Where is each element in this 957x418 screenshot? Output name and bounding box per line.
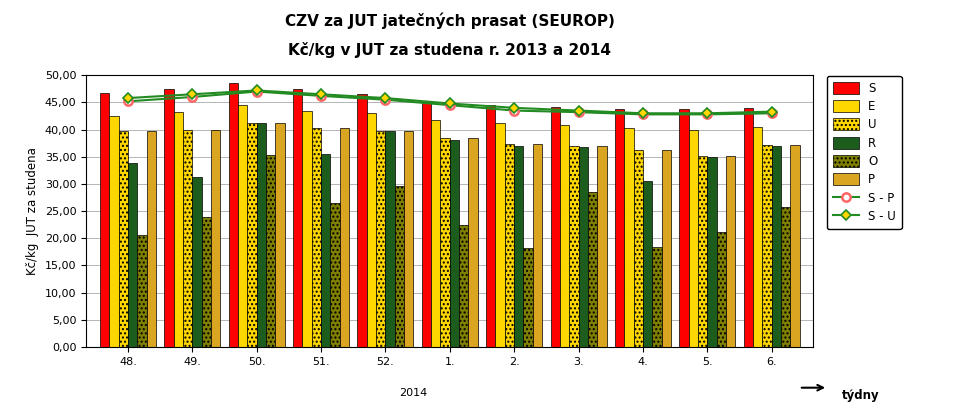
Line: S - U: S - U [124, 87, 775, 117]
Bar [394, 186, 404, 347]
Bar [119, 131, 128, 347]
Bar [386, 131, 394, 347]
Bar [726, 155, 735, 347]
Bar [771, 146, 781, 347]
Bar [404, 131, 413, 347]
Bar [431, 120, 440, 347]
Bar [165, 89, 173, 347]
Bar [192, 177, 202, 347]
Legend: S, E, U, R, O, P, S - P, S - U: S, E, U, R, O, P, S - P, S - U [827, 76, 901, 229]
Bar [505, 144, 514, 347]
S - P [315, 93, 326, 98]
Bar [293, 89, 302, 347]
Bar [634, 150, 643, 347]
Bar [560, 125, 569, 347]
Bar [514, 146, 523, 347]
Bar [173, 112, 183, 347]
Bar [533, 144, 543, 347]
Bar [588, 192, 597, 347]
Bar [661, 150, 671, 347]
Bar [330, 203, 340, 347]
Bar [707, 157, 717, 347]
S - U [508, 105, 520, 110]
S - U [251, 88, 262, 93]
Bar [579, 147, 588, 347]
Bar [238, 105, 247, 347]
S - P [637, 112, 649, 117]
Bar [763, 145, 771, 347]
S - P [701, 112, 713, 117]
S - P [444, 102, 456, 107]
Bar [597, 146, 607, 347]
Bar [229, 83, 238, 347]
Bar [459, 225, 469, 347]
Bar [357, 94, 367, 347]
S - U [122, 96, 134, 101]
Text: 2014: 2014 [399, 388, 428, 398]
Y-axis label: Kč/kg  JUT za studena: Kč/kg JUT za studena [26, 147, 39, 275]
Bar [496, 123, 505, 347]
Bar [202, 217, 211, 347]
Bar [643, 181, 653, 347]
Text: CZV za JUT jatečných prasat (SEUROP): CZV za JUT jatečných prasat (SEUROP) [285, 13, 614, 29]
Bar [266, 155, 276, 347]
Bar [440, 138, 450, 347]
Bar [790, 145, 800, 347]
Bar [247, 122, 256, 347]
Bar [276, 122, 284, 347]
S - U [766, 109, 777, 114]
Bar [256, 123, 266, 347]
S - U [637, 111, 649, 116]
Bar [376, 131, 386, 347]
Bar [100, 93, 109, 347]
Line: S - P: S - P [123, 87, 776, 119]
S - P [508, 108, 520, 113]
Bar [781, 207, 790, 347]
Text: týdny: týdny [842, 388, 879, 402]
Bar [698, 155, 707, 347]
Bar [469, 138, 478, 347]
S - U [573, 108, 585, 113]
Bar [615, 109, 624, 347]
Bar [183, 130, 192, 347]
Text: Kč/kg v JUT za studena r. 2013 a 2014: Kč/kg v JUT za studena r. 2013 a 2014 [288, 42, 612, 58]
S - U [701, 111, 713, 116]
Bar [523, 248, 533, 347]
S - P [251, 89, 262, 94]
Bar [753, 127, 763, 347]
S - U [380, 96, 391, 101]
Bar [744, 108, 753, 347]
Bar [146, 131, 156, 347]
Bar [486, 105, 496, 347]
S - P [573, 110, 585, 115]
Bar [624, 128, 634, 347]
Bar [302, 110, 312, 347]
S - P [187, 94, 198, 99]
Bar [340, 128, 349, 347]
Bar [569, 146, 579, 347]
Bar [422, 101, 431, 347]
S - P [380, 97, 391, 102]
S - P [766, 111, 777, 116]
Bar [679, 109, 689, 347]
S - P [122, 99, 134, 104]
Bar [321, 154, 330, 347]
S - U [315, 92, 326, 97]
Bar [109, 116, 119, 347]
Bar [312, 128, 321, 347]
Bar [128, 163, 137, 347]
Bar [653, 247, 661, 347]
Bar [717, 232, 726, 347]
S - U [444, 101, 456, 106]
Bar [689, 130, 698, 347]
Bar [367, 113, 376, 347]
Bar [211, 130, 220, 347]
Bar [450, 140, 459, 347]
Bar [550, 107, 560, 347]
S - U [187, 92, 198, 97]
Bar [137, 235, 146, 347]
